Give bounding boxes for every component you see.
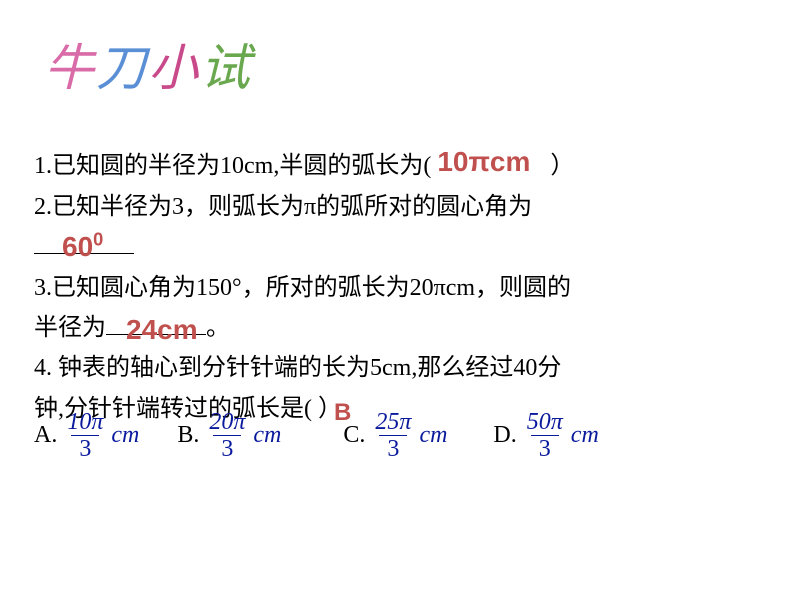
q2-answer-sup: 0 — [93, 230, 103, 250]
title-char-2: 刀 — [96, 40, 148, 96]
fraction-denominator: 3 — [531, 435, 559, 461]
title-char-4: 试 — [200, 40, 252, 96]
option-unit: cm — [571, 422, 599, 449]
q3-text: 3.已知圆心角为150°，所对的弧长为20πcm，则圆的 — [34, 275, 571, 301]
option-fraction: 10π3 — [63, 410, 107, 461]
question-2-line2: 600 — [34, 227, 764, 267]
question-3-line2: 半径为。 24cm — [34, 308, 764, 348]
page-title: 牛刀小试 — [44, 28, 252, 100]
q2-answer: 600 — [62, 223, 103, 270]
content-area: 1.已知圆的半径为10cm,半圆的弧长为( 10πcm ） 2.已知半径为3，则… — [34, 140, 764, 429]
options-row: A.10π3cmB.20π3cmC.25π3cmD.50π3cm — [34, 410, 764, 461]
option-label: A. — [34, 422, 57, 449]
q1-prefix: 1.已知圆的半径为10cm,半圆的弧长为( — [34, 153, 431, 179]
option-label: C. — [343, 422, 365, 449]
option-c: C.25π3cm — [343, 410, 447, 461]
fraction-denominator: 3 — [71, 435, 99, 461]
option-a: A.10π3cm — [34, 410, 139, 461]
fraction-denominator: 3 — [379, 435, 407, 461]
option-label: B. — [177, 422, 199, 449]
q1-answer: 10πcm — [437, 146, 530, 177]
q4-text1: 4. 钟表的轴心到分针针端的长为5cm,那么经过40分 — [34, 355, 561, 381]
fraction-denominator: 3 — [213, 435, 241, 461]
question-1: 1.已知圆的半径为10cm,半圆的弧长为( 10πcm ） — [34, 140, 764, 187]
option-label: D. — [493, 422, 516, 449]
question-3-line1: 3.已知圆心角为150°，所对的弧长为20πcm，则圆的 — [34, 268, 764, 308]
q3-prefix: 半径为 — [34, 315, 106, 341]
title-char-1: 牛 — [44, 40, 96, 96]
fraction-numerator: 10π — [63, 410, 107, 435]
option-fraction: 50π3 — [523, 410, 567, 461]
q3-answer: 24cm — [126, 306, 198, 353]
option-unit: cm — [419, 422, 447, 449]
option-unit: cm — [253, 422, 281, 449]
option-d: D.50π3cm — [493, 410, 598, 461]
option-fraction: 20π3 — [205, 410, 249, 461]
q1-suffix: ） — [550, 153, 574, 179]
question-2-line1: 2.已知半径为3，则弧长为π的弧所对的圆心角为 — [34, 187, 764, 227]
fraction-numerator: 25π — [371, 410, 415, 435]
question-4-line1: 4. 钟表的轴心到分针针端的长为5cm,那么经过40分 — [34, 348, 764, 388]
fraction-numerator: 50π — [523, 410, 567, 435]
option-b: B.20π3cm — [177, 410, 281, 461]
option-unit: cm — [111, 422, 139, 449]
q2-answer-num: 60 — [62, 231, 93, 262]
q3-suffix: 。 — [206, 315, 230, 341]
title-char-3: 小 — [148, 40, 200, 96]
fraction-numerator: 20π — [205, 410, 249, 435]
option-fraction: 25π3 — [371, 410, 415, 461]
q2-text: 2.已知半径为3，则弧长为π的弧所对的圆心角为 — [34, 194, 532, 220]
